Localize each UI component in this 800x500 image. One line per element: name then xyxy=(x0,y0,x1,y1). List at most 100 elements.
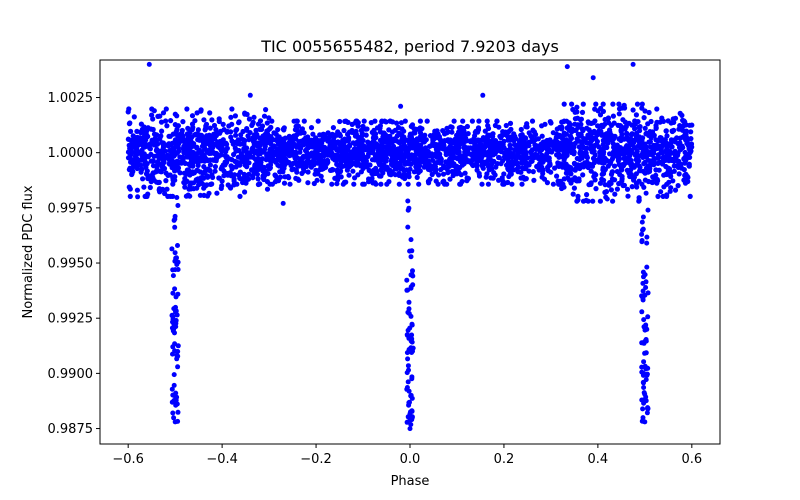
data-point xyxy=(593,101,599,107)
data-point xyxy=(416,181,422,187)
data-point xyxy=(569,101,575,107)
data-point xyxy=(655,178,661,184)
data-point xyxy=(255,176,261,182)
data-point xyxy=(639,152,645,158)
data-point xyxy=(618,126,625,132)
data-point xyxy=(505,150,511,156)
data-point xyxy=(449,129,455,135)
data-point xyxy=(526,162,532,168)
data-point xyxy=(485,132,491,138)
data-point xyxy=(275,141,281,147)
data-point xyxy=(280,200,286,206)
data-point xyxy=(421,147,427,154)
data-point xyxy=(404,419,410,425)
data-point xyxy=(530,169,536,175)
data-point xyxy=(681,167,687,173)
data-point xyxy=(646,109,652,116)
data-point xyxy=(369,157,376,163)
data-point xyxy=(621,155,627,161)
data-point xyxy=(128,128,134,134)
data-point xyxy=(484,142,490,148)
data-point xyxy=(154,137,160,143)
data-point xyxy=(404,370,410,376)
data-point xyxy=(408,392,414,398)
data-point xyxy=(299,126,305,132)
data-point xyxy=(504,132,510,138)
data-point xyxy=(406,311,412,316)
data-point xyxy=(407,426,413,432)
data-point xyxy=(688,148,694,154)
data-point xyxy=(567,133,574,139)
data-point xyxy=(451,150,457,156)
data-point xyxy=(614,186,621,192)
data-point xyxy=(303,137,309,143)
data-point xyxy=(125,109,131,115)
data-point xyxy=(334,167,340,173)
data-point xyxy=(559,185,565,192)
data-point xyxy=(531,155,537,161)
data-point xyxy=(315,118,321,124)
data-point xyxy=(640,144,646,150)
data-point xyxy=(520,143,526,150)
data-point xyxy=(341,179,348,185)
data-point xyxy=(213,131,219,137)
data-point xyxy=(195,162,201,168)
data-point xyxy=(583,197,589,203)
data-point xyxy=(348,158,354,164)
data-point xyxy=(618,137,624,144)
data-point xyxy=(145,191,151,197)
data-point xyxy=(577,144,583,150)
data-point xyxy=(440,128,446,134)
data-point xyxy=(156,156,162,162)
data-point xyxy=(645,405,651,411)
data-point xyxy=(170,273,176,279)
data-point xyxy=(577,150,583,156)
data-point xyxy=(447,176,453,182)
data-point xyxy=(250,175,256,181)
data-point xyxy=(242,189,248,195)
data-point xyxy=(680,123,687,129)
data-point xyxy=(485,181,491,187)
data-point xyxy=(629,184,635,190)
data-point xyxy=(329,181,335,187)
data-point xyxy=(611,163,618,169)
data-point xyxy=(171,217,177,223)
data-point xyxy=(266,139,272,145)
data-point xyxy=(641,274,646,280)
data-point xyxy=(575,193,581,199)
data-point xyxy=(425,164,431,170)
data-point xyxy=(640,297,646,303)
data-point xyxy=(587,161,593,167)
data-point xyxy=(406,402,412,408)
data-point xyxy=(435,181,441,187)
data-point xyxy=(624,167,630,173)
data-point xyxy=(350,168,356,174)
data-point xyxy=(521,153,527,159)
data-point xyxy=(562,141,568,147)
data-point xyxy=(544,138,550,144)
data-point xyxy=(475,153,481,159)
data-point xyxy=(408,272,414,278)
data-point xyxy=(354,139,360,145)
data-point xyxy=(518,175,524,181)
data-point xyxy=(253,133,259,139)
data-point xyxy=(175,160,181,166)
data-point xyxy=(417,125,423,131)
data-point xyxy=(147,184,153,191)
data-point xyxy=(158,133,164,139)
data-point xyxy=(507,145,513,151)
data-point xyxy=(503,122,509,129)
data-point xyxy=(443,149,449,155)
data-point xyxy=(275,127,281,133)
data-point xyxy=(417,144,423,150)
data-point xyxy=(634,101,641,107)
data-point xyxy=(351,181,357,187)
data-point xyxy=(409,376,415,382)
data-point xyxy=(324,157,331,163)
data-point xyxy=(649,129,656,135)
data-point xyxy=(337,118,343,125)
data-point xyxy=(623,123,629,130)
data-point xyxy=(631,122,637,128)
data-point xyxy=(624,131,630,137)
data-point xyxy=(261,176,267,183)
